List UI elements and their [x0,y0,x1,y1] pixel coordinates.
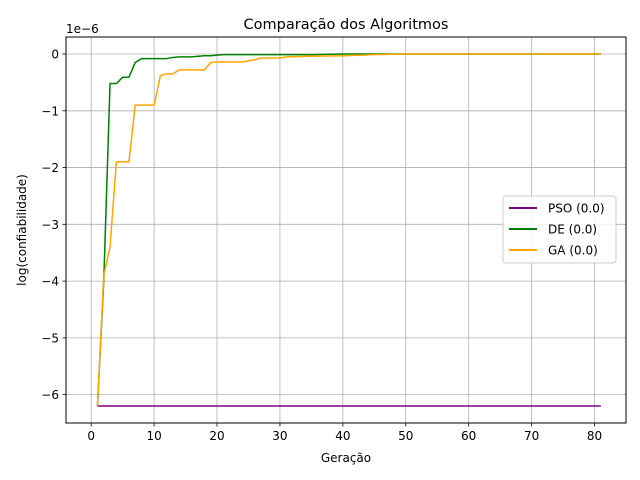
y-axis: −6 −5 −4 −3 −2 −1 0 [41,48,66,402]
x-tick-label: 10 [146,429,161,443]
x-tick-label: 50 [398,429,413,443]
legend-label-0: PSO (0.0) [548,202,605,216]
y-tick-label: −4 [41,275,59,289]
x-tick-label: 20 [209,429,224,443]
series-layer [96,53,601,407]
x-tick-label: 40 [335,429,350,443]
x-tick-label: 30 [272,429,287,443]
y-offset-text: 1e−6 [66,22,99,36]
series-line-2 [96,53,601,407]
legend-label-2: GA (0.0) [548,244,598,258]
legend: PSO (0.0) DE (0.0) GA (0.0) [502,195,617,264]
y-tick-label: −1 [41,104,59,118]
x-tick-label: 60 [461,429,476,443]
x-axis: 0 10 20 30 40 50 60 70 80 [87,423,602,443]
y-tick-label: 0 [51,48,59,62]
x-tick-label: 80 [587,429,602,443]
plot-frame [65,36,627,424]
series-line-1 [96,53,601,407]
x-tick-label: 0 [87,429,95,443]
chart-title: Comparação dos Algoritmos [244,17,449,33]
x-tick-label: 70 [524,429,539,443]
legend-box [502,195,617,264]
y-tick-label: −5 [41,331,59,345]
legend-label-1: DE (0.0) [548,223,597,237]
y-tick-label: −3 [41,218,59,232]
y-tick-label: −6 [41,388,59,402]
y-tick-label: −2 [41,161,59,175]
y-axis-label: log(confiabilidade) [15,174,29,286]
x-axis-label: Geração [321,451,371,465]
